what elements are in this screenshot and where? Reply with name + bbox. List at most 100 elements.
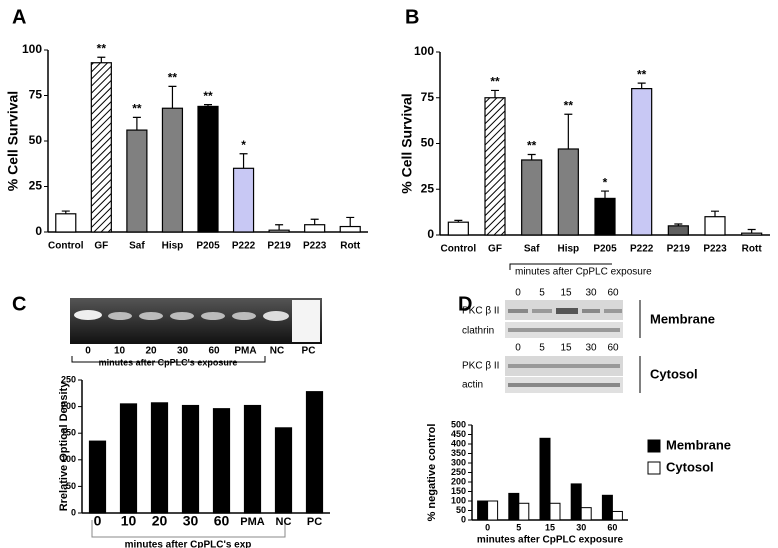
x-tick-label: Rott <box>742 244 763 255</box>
gel-lane-label: PC <box>302 346 316 357</box>
legend-swatch <box>647 461 661 475</box>
blot-image <box>505 300 641 393</box>
error-bar <box>168 85 177 109</box>
bar <box>447 221 469 236</box>
gel-lane-label: 60 <box>208 346 220 357</box>
y-tick-label: 50 <box>66 481 76 491</box>
x-tick-label: NC <box>276 516 292 528</box>
error-bar <box>239 153 248 169</box>
gel-lane-label: NC <box>270 346 284 357</box>
x-tick-label: P205 <box>593 244 617 255</box>
y-tick-label: 50 <box>456 505 466 515</box>
significance-label: * <box>241 138 246 152</box>
bar <box>181 404 200 514</box>
bar <box>521 159 543 236</box>
blot-lane: 5 <box>539 288 545 299</box>
x-tick-label: PC <box>307 516 322 528</box>
bar <box>594 197 616 236</box>
y-tick-label: 100 <box>451 495 466 505</box>
blot-bracket <box>509 263 612 270</box>
bar <box>549 502 561 521</box>
y-tick-label: 250 <box>451 467 466 477</box>
bar <box>518 502 530 521</box>
x-tick-label: 0 <box>94 513 102 529</box>
gel-lane-label: 20 <box>145 346 157 357</box>
error-bar <box>61 210 70 214</box>
y-tick-label: 450 <box>451 429 466 439</box>
x-tick-label: P219 <box>267 241 291 252</box>
error-bar <box>454 219 463 223</box>
panel-letter: B <box>405 6 419 28</box>
error-bar <box>275 224 284 231</box>
error-bar <box>310 218 319 225</box>
error-bar <box>747 228 756 234</box>
gel-lane-label: PMA <box>234 346 256 357</box>
error-bar <box>711 210 719 217</box>
y-tick-label: 50 <box>29 133 43 147</box>
significance-label: * <box>603 175 608 189</box>
y-tick-label: 0 <box>461 514 466 524</box>
gel-lane-label: 30 <box>177 346 189 357</box>
significance-label: ** <box>490 75 500 89</box>
bar <box>704 216 726 236</box>
blot-lane: 0 <box>515 343 521 354</box>
x-tick-label: Control <box>441 244 477 255</box>
x-tick-label: 30 <box>576 522 586 532</box>
blot-caption: minutes after CpPLC exposure <box>515 267 652 278</box>
blot-lane: 30 <box>585 288 597 299</box>
y-tick-label: 200 <box>61 401 76 411</box>
blot-group-label: Cytosol <box>650 366 698 381</box>
bar <box>601 494 613 521</box>
y-axis-label: Rrelative Optical Density <box>58 381 70 511</box>
x-axis-label: minutes after CpPLC's exp <box>125 540 252 548</box>
error-bar <box>527 153 536 160</box>
bar <box>232 167 255 233</box>
blot-lane: 30 <box>585 343 597 354</box>
bar <box>212 408 231 514</box>
bar <box>126 129 148 233</box>
bar <box>570 483 582 521</box>
y-tick-label: 75 <box>421 90 435 104</box>
blot-group-label: Membrane <box>650 311 715 326</box>
y-tick-label: 50 <box>421 136 435 150</box>
error-bar <box>97 56 106 63</box>
gel-caption: minutes after CpPLC's exposure <box>99 357 238 367</box>
y-axis-label: % Cell Survival <box>399 93 415 193</box>
bar <box>243 404 262 514</box>
y-tick-label: 100 <box>414 44 434 58</box>
bar <box>667 225 689 236</box>
error-bar <box>674 223 683 226</box>
blot-lane: 15 <box>560 343 572 354</box>
bar <box>339 225 361 233</box>
y-tick-label: 100 <box>61 454 76 464</box>
legend-label: Cytosol <box>666 459 714 474</box>
x-axis-label: minutes after CpPLC exposure <box>477 535 624 546</box>
y-tick-label: 25 <box>29 179 43 193</box>
bar <box>197 105 219 233</box>
y-tick-label: 150 <box>451 486 466 496</box>
legend-swatch <box>647 439 661 453</box>
x-tick-label: 0 <box>485 522 490 532</box>
legend-label: Membrane <box>666 437 731 452</box>
y-axis-label: % negative control <box>426 424 438 522</box>
significance-label: ** <box>132 102 142 116</box>
x-tick-label: P223 <box>703 244 727 255</box>
significance-label: ** <box>637 67 647 81</box>
x-bracket <box>91 520 286 538</box>
bar <box>477 500 489 521</box>
error-bar <box>601 190 609 199</box>
y-tick-label: 500 <box>451 419 466 429</box>
bar <box>55 213 77 233</box>
bar <box>88 440 107 514</box>
bar <box>508 492 520 521</box>
panel-letter: A <box>12 6 26 28</box>
bar <box>557 148 579 236</box>
significance-label: ** <box>168 71 178 85</box>
y-tick-label: 400 <box>451 438 466 448</box>
y-tick-label: 300 <box>451 457 466 467</box>
y-tick-label: 25 <box>421 181 435 195</box>
y-tick-label: 100 <box>22 42 42 56</box>
bar <box>580 507 592 521</box>
x-tick-label: GF <box>94 241 108 252</box>
